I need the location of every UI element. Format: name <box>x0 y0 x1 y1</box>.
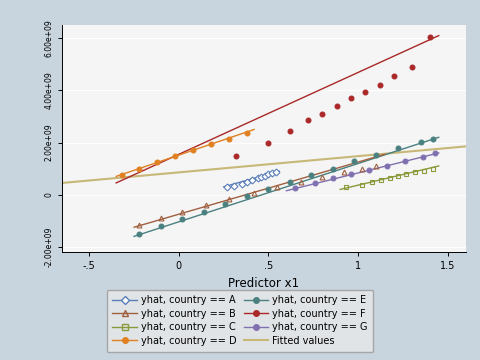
Legend: yhat, country == A, yhat, country == B, yhat, country == C, yhat, country == D, : yhat, country == A, yhat, country == B, … <box>107 290 373 351</box>
X-axis label: Predictor x1: Predictor x1 <box>228 276 300 289</box>
